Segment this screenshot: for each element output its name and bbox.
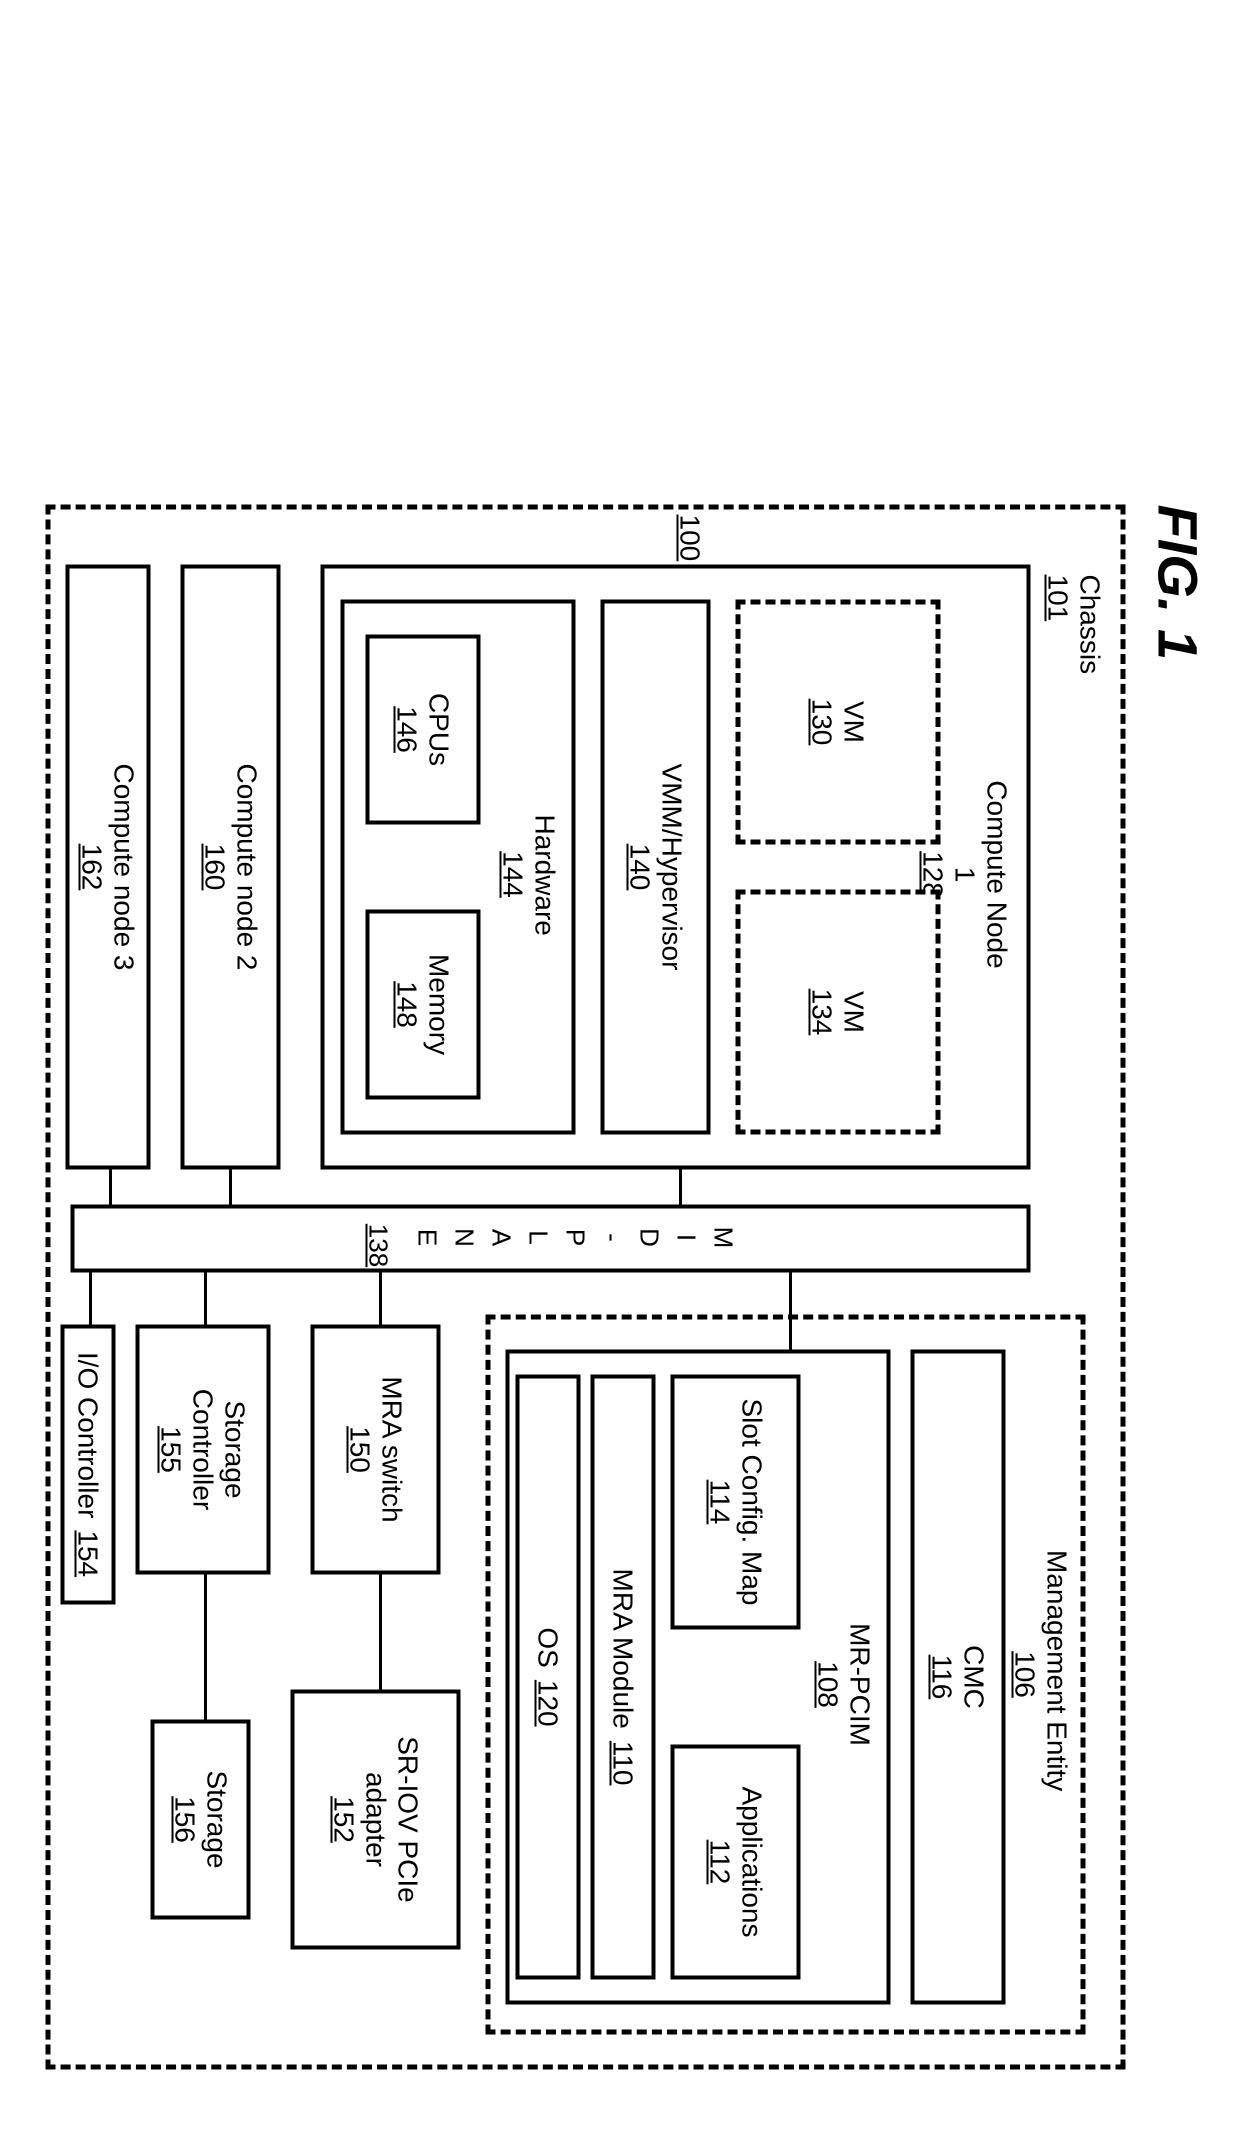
applications-box: Applications 112 [671, 1745, 801, 1980]
management-entity-label: Management Entity 106 [1009, 1535, 1073, 1815]
compute-node-2-box: Compute node 2 160 [181, 565, 281, 1170]
hypervisor-box: VMM/Hypervisor 140 [601, 600, 711, 1135]
figure-title: FIG. 1 [1146, 505, 1211, 661]
hardware-label: Hardware 144 [497, 815, 561, 935]
memory-box: Memory 148 [366, 910, 481, 1100]
slot-config-map-box: Slot Config. Map 114 [671, 1375, 801, 1630]
io-controller-box: I/O Controller 154 [61, 1325, 116, 1605]
midplane-box: MID-PLANE 138 [71, 1205, 1031, 1273]
mra-module-box: MRA Module 110 [591, 1375, 656, 1980]
cpus-box: CPUs 146 [366, 635, 481, 825]
sriov-adapter-box: SR-IOV PCIe adapter 152 [291, 1690, 461, 1950]
compute-node-3-box: Compute node 3 162 [66, 565, 151, 1170]
vm-a-box: VM 130 [736, 600, 941, 845]
storage-controller-box: Storage Controller 155 [136, 1325, 271, 1575]
cmc-box: CMC 116 [911, 1350, 1006, 2005]
diagram-stage: FIG. 1 100 Chassis 101 Compute Node 1 12… [1, 445, 1240, 2130]
chassis-label: Chassis 101 [1042, 575, 1106, 675]
os-box: OS 120 [516, 1375, 581, 1980]
vm-b-box: VM 134 [736, 890, 941, 1135]
mra-switch-box: MRA switch 150 [311, 1325, 441, 1575]
storage-box: Storage 156 [151, 1720, 251, 1920]
